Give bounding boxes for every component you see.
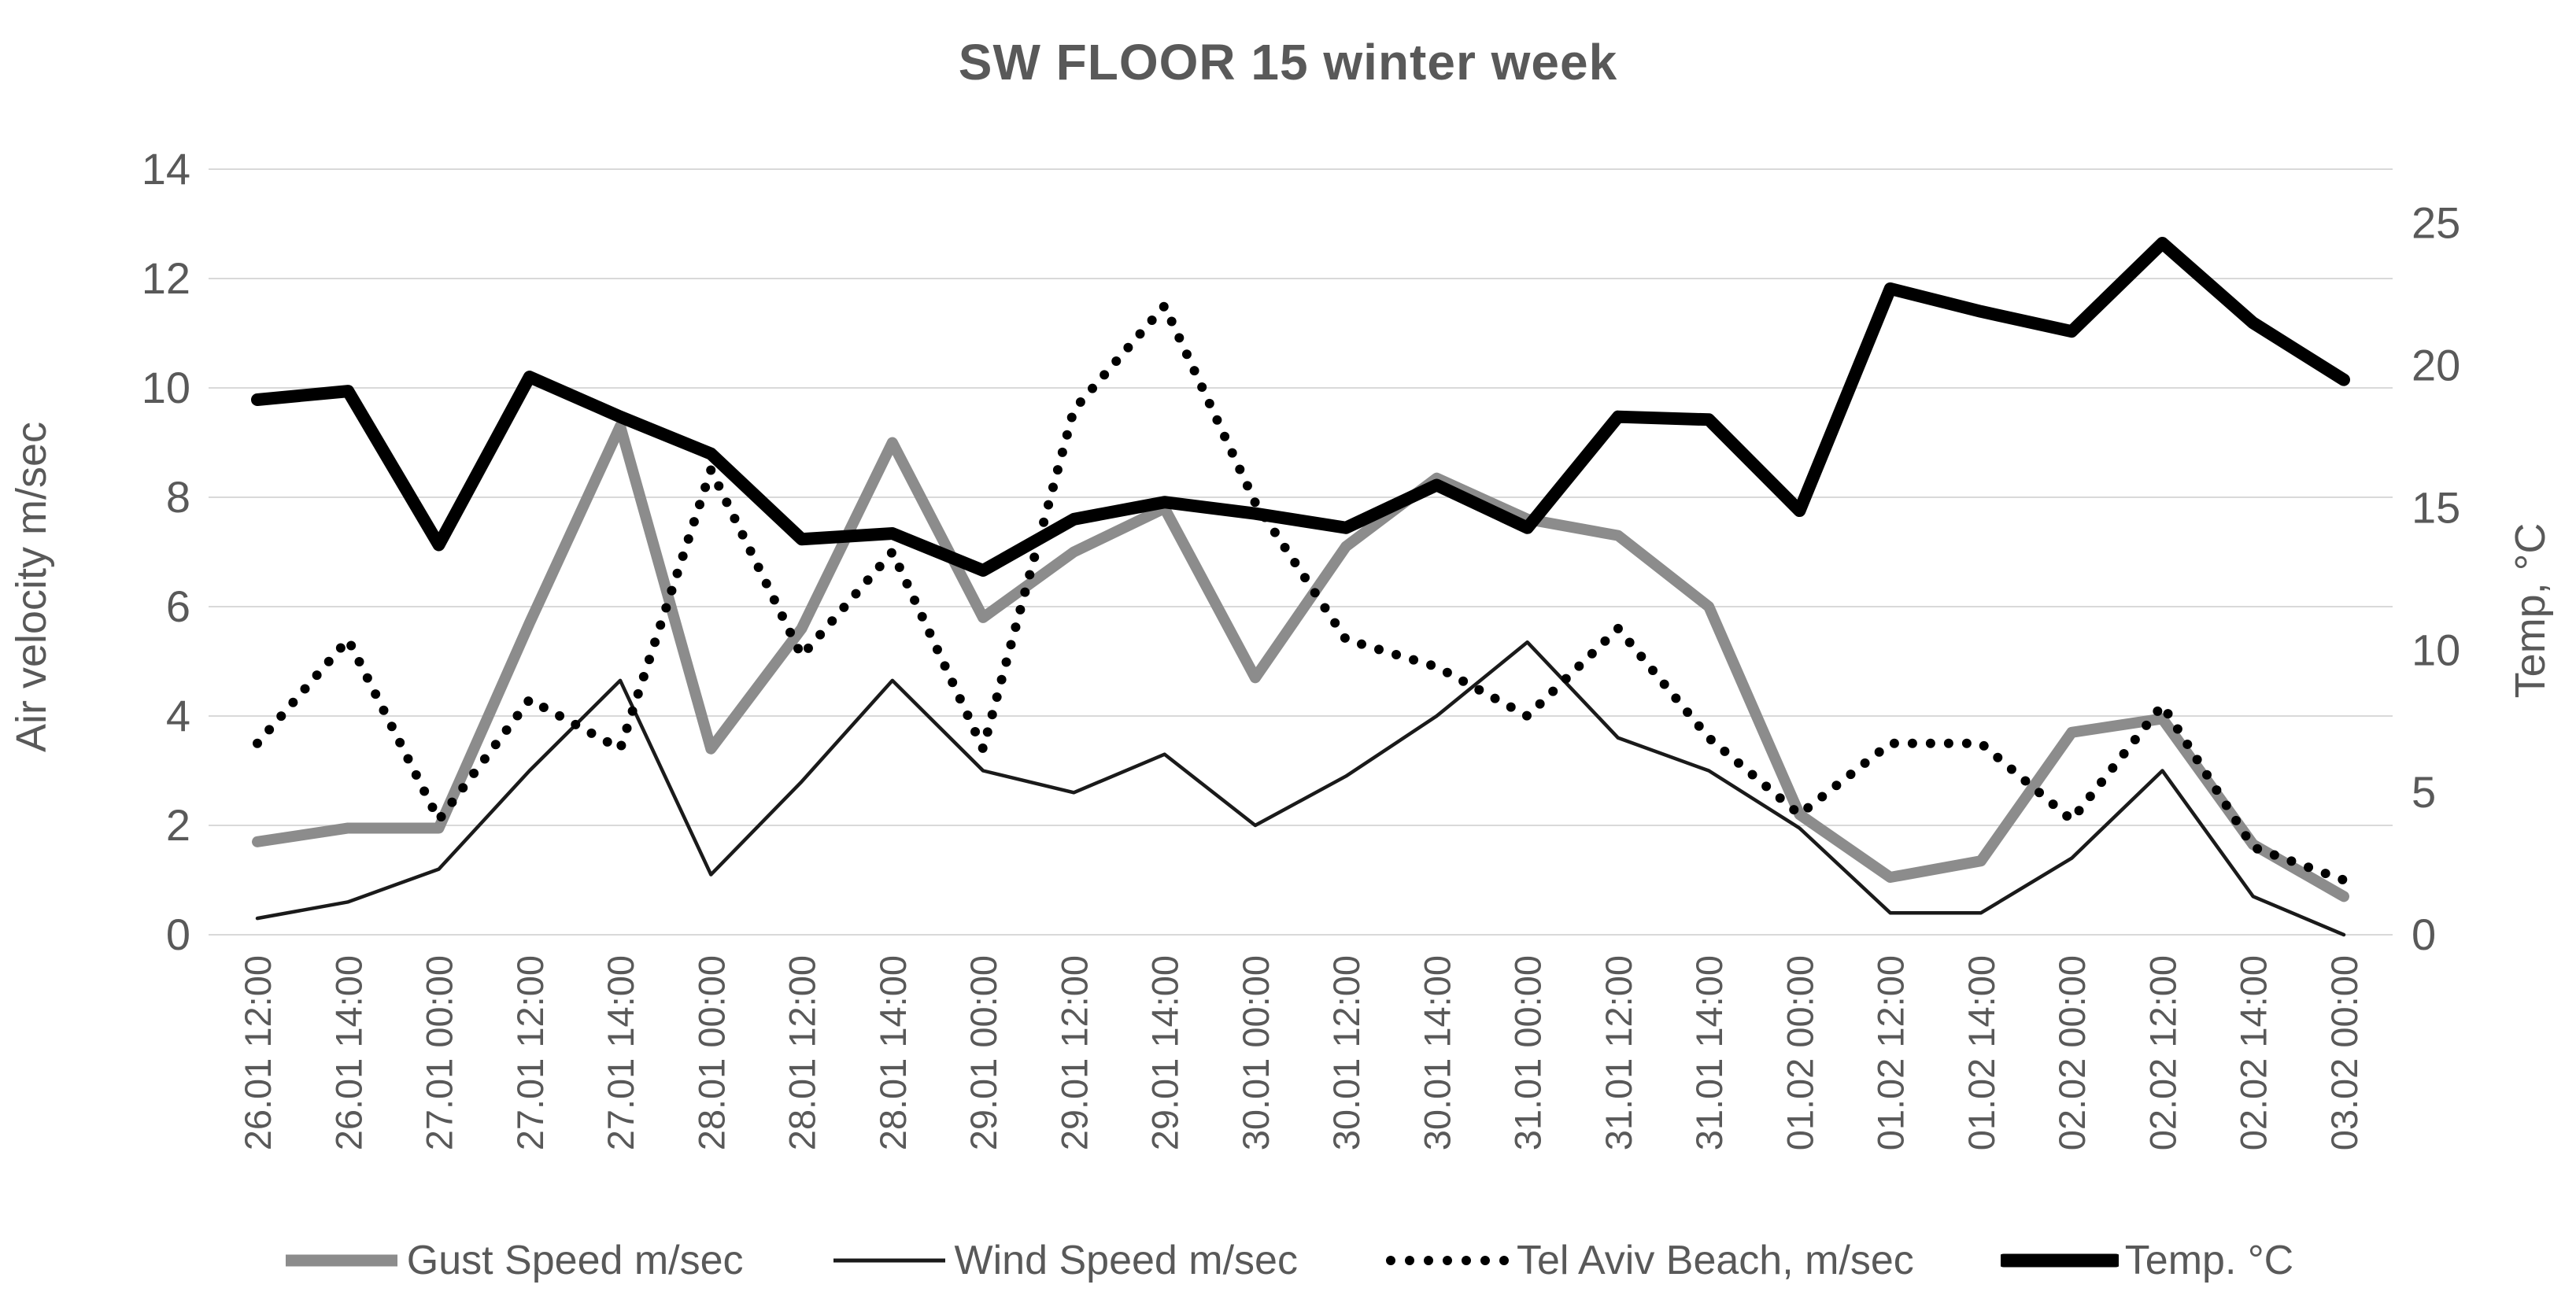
temp-c-line: [251, 237, 2350, 578]
x-axis-tick-label: 27.01 00:00: [419, 955, 460, 1150]
tel-aviv-beach-dotted-swatch: [1385, 1256, 1510, 1265]
x-axis-tick-label: 02.02 00:00: [2051, 955, 2093, 1150]
right-axis-tick-label: 20: [2412, 341, 2460, 390]
legend-label: Tel Aviv Beach, m/sec: [1516, 1238, 1914, 1283]
legend-item-gust-speed: Gust Speed m/sec: [283, 1237, 744, 1284]
temp-line-swatch: [2000, 1253, 2119, 1268]
x-axis-tick-label: 30.01 12:00: [1325, 955, 1367, 1150]
x-axis-tick-label: 03.02 00:00: [2323, 955, 2365, 1150]
chart-title: SW FLOOR 15 winter week: [958, 34, 1618, 90]
x-axis-tick-label: 30.01 00:00: [1235, 955, 1277, 1150]
tel-aviv-beach-m-sec-line: [253, 301, 2349, 885]
left-axis-tick-label: 12: [142, 253, 190, 303]
x-axis-tick-label: 29.01 12:00: [1053, 955, 1095, 1150]
right-axis-tick-label: 0: [2412, 910, 2436, 959]
x-axis-tick-label: 31.01 14:00: [1688, 955, 1730, 1150]
x-axis-tick-label: 02.02 14:00: [2233, 955, 2275, 1150]
right-axis-ticks: 0 5 10 15 20 25: [2412, 198, 2460, 959]
left-axis-tick-label: 6: [166, 581, 190, 631]
x-axis-tick-label: 28.01 14:00: [872, 955, 914, 1150]
wind-speed-m-sec-line: [255, 640, 2346, 937]
right-axis-tick-label: 15: [2412, 482, 2460, 532]
x-axis-tick-label: 01.02 14:00: [1961, 955, 2002, 1150]
left-axis-tick-label: 4: [166, 691, 190, 740]
legend-item-temp: Temp. °C: [2000, 1237, 2294, 1284]
right-axis-tick-label: 25: [2412, 198, 2460, 248]
right-axis-tick-label: 10: [2412, 625, 2460, 674]
x-axis-tick-label: 31.01 00:00: [1507, 955, 1549, 1150]
x-axis-tick-label: 01.02 12:00: [1870, 955, 1912, 1150]
x-axis-tick-label: 29.01 14:00: [1144, 955, 1186, 1150]
left-axis-tick-label: 8: [166, 472, 190, 522]
x-axis-tick-label: 31.01 12:00: [1598, 955, 1639, 1150]
x-axis-tick-label: 28.01 00:00: [690, 955, 732, 1150]
legend-item-wind-speed: Wind Speed m/sec: [830, 1237, 1298, 1284]
legend: Gust Speed m/sec Wind Speed m/sec Tel Av…: [0, 1237, 2576, 1284]
right-axis-tick-label: 5: [2412, 767, 2436, 817]
x-axis-tick-label: 01.02 00:00: [1779, 955, 1820, 1150]
x-axis-labels: 26.01 12:00 26.01 14:00 27.01 00:00 27.01 1…: [237, 955, 2365, 1150]
legend-label: Temp. °C: [2124, 1238, 2294, 1283]
left-axis-ticks: 0 2 4 6 8 10 12 14: [142, 144, 190, 959]
gust-speed-line-swatch: [285, 1254, 397, 1267]
x-axis-tick-label: 26.01 12:00: [237, 955, 279, 1150]
left-axis-tick-label: 0: [166, 910, 190, 959]
gridlines: [209, 168, 2393, 936]
left-axis-tick-label: 14: [142, 144, 190, 194]
x-axis-tick-label: 26.01 14:00: [327, 955, 369, 1150]
left-axis-tick-label: 2: [166, 800, 190, 850]
x-axis-tick-label: 02.02 12:00: [2142, 955, 2183, 1150]
left-axis-tick-label: 10: [142, 363, 190, 412]
x-axis-tick-label: 28.01 12:00: [782, 955, 823, 1150]
x-axis-tick-label: 27.01 14:00: [600, 955, 641, 1150]
legend-label: Gust Speed m/sec: [406, 1238, 744, 1283]
gust-speed-m-sec-line: [252, 420, 2349, 902]
x-axis-tick-label: 29.01 00:00: [963, 955, 1004, 1150]
wind-speed-line-swatch: [833, 1258, 945, 1263]
x-axis-tick-label: 30.01 14:00: [1416, 955, 1458, 1150]
x-axis-tick-label: 27.01 12:00: [509, 955, 551, 1150]
legend-item-tel-aviv-beach: Tel Aviv Beach, m/sec: [1384, 1237, 1914, 1284]
legend-label: Wind Speed m/sec: [954, 1238, 1298, 1283]
